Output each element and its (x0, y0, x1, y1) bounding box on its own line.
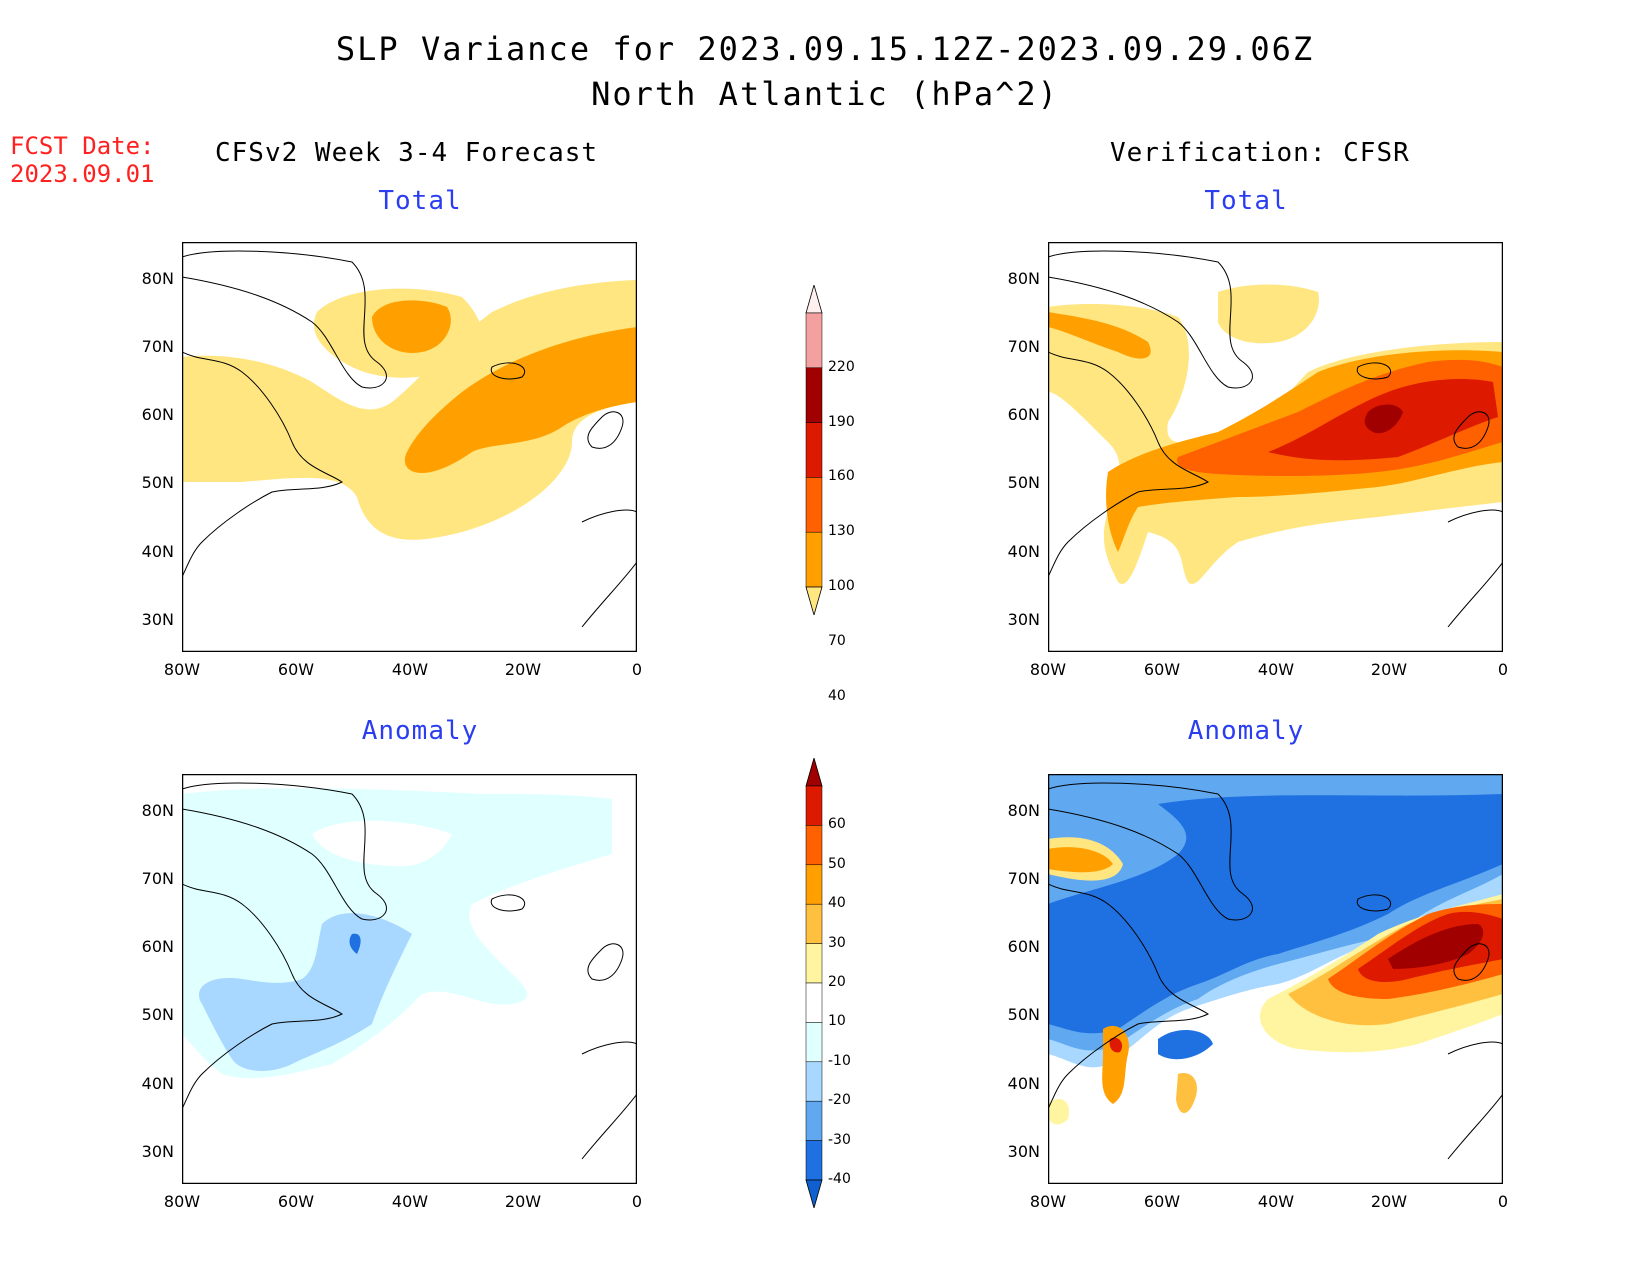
colorbar-segment (805, 982, 823, 1023)
latitude-label: 40N (141, 542, 174, 561)
colorbar-segment (805, 1022, 823, 1063)
colorbar-segment (805, 903, 823, 944)
latitude-label: 50N (141, 1005, 174, 1024)
longitude-label: 40W (1257, 660, 1295, 679)
colorbar-bottom-arrow (805, 1179, 823, 1210)
colorbar-segment (805, 477, 823, 533)
longitude-label: 60W (1143, 660, 1181, 679)
main-subtitle: North Atlantic (hPa^2) (591, 75, 1059, 113)
colorbar-top-arrow (805, 283, 823, 314)
latitude-label: 80N (141, 269, 174, 288)
verification-anomaly-map (1048, 774, 1503, 1184)
colorbar-level-label: 160 (828, 468, 855, 485)
colorbar-segment (805, 1140, 823, 1181)
colorbar-segment (805, 312, 823, 369)
latitude-label: 30N (141, 610, 174, 629)
forecast-total-map (182, 242, 637, 652)
colorbar-level-label: 70 (828, 632, 846, 649)
longitude-label: 20W (1370, 660, 1408, 679)
colorbar-level-label: 40 (828, 687, 846, 704)
longitude-label: 60W (1143, 1192, 1181, 1211)
longitude-label: 0 (1497, 1192, 1509, 1211)
colorbar-level-label: 60 (828, 816, 846, 833)
colorbar-segment (805, 367, 823, 423)
longitude-label: 80W (1029, 660, 1067, 679)
fcst-date-label: FCST Date: (10, 132, 155, 160)
latitude-label: 60N (1007, 405, 1040, 424)
latitude-label: 30N (141, 1142, 174, 1161)
latitude-label: 60N (1007, 937, 1040, 956)
latitude-label: 60N (141, 405, 174, 424)
latitude-label: 40N (1007, 542, 1040, 561)
colorbar-level-label: 10 (828, 1013, 846, 1030)
verification-total-map (1048, 242, 1503, 652)
forecast-anomaly-map (182, 774, 637, 1184)
latitude-label: 70N (1007, 337, 1040, 356)
colorbar-level-label: -20 (828, 1092, 851, 1109)
latitude-label: 70N (1007, 869, 1040, 888)
verification-anomaly-subtitle: Anomaly (1187, 716, 1305, 746)
colorbar-level-label: -10 (828, 1052, 851, 1069)
colorbar-segment (805, 864, 823, 905)
colorbar-level-label: 220 (828, 358, 855, 375)
latitude-label: 40N (141, 1074, 174, 1093)
latitude-label: 80N (1007, 801, 1040, 820)
longitude-label: 0 (631, 660, 643, 679)
colorbar-level-label: 20 (828, 974, 846, 990)
colorbar-segment (805, 422, 823, 478)
latitude-label: 50N (1007, 1005, 1040, 1024)
latitude-label: 40N (1007, 1074, 1040, 1093)
colorbar-level-label: 190 (828, 413, 855, 430)
colorbar-level-label: -30 (828, 1131, 851, 1148)
colorbar-segment (805, 1061, 823, 1102)
colorbar-level-label: -40 (828, 1171, 851, 1187)
main-title: SLP Variance for 2023.09.15.12Z-2023.09.… (335, 30, 1315, 68)
anomaly-colorbar: 60 50 40 30 20 10 -10 -20 -30 -40 (800, 756, 880, 1210)
latitude-label: 80N (1007, 269, 1040, 288)
forecast-anomaly-subtitle: Anomaly (361, 716, 479, 746)
longitude-label: 20W (504, 660, 542, 679)
colorbar-bottom-arrow (805, 586, 823, 617)
colorbar-segment (805, 531, 823, 588)
colorbar-level-label: 50 (828, 855, 846, 872)
colorbar-segment (805, 825, 823, 866)
latitude-label: 30N (1007, 610, 1040, 629)
total-colorbar: 220 190 160 130 100 70 40 (800, 283, 880, 704)
latitude-label: 70N (141, 337, 174, 356)
verification-column-title: Verification: CFSR (1110, 138, 1410, 168)
longitude-label: 60W (277, 1192, 315, 1211)
latitude-label: 50N (1007, 473, 1040, 492)
longitude-label: 60W (277, 660, 315, 679)
colorbar-top-arrow (805, 756, 823, 787)
latitude-label: 30N (1007, 1142, 1040, 1161)
longitude-label: 20W (1370, 1192, 1408, 1211)
fcst-date-value: 2023.09.01 (10, 160, 155, 188)
forecast-total-subtitle: Total (378, 186, 462, 216)
longitude-label: 40W (391, 1192, 429, 1211)
colorbar-level-label: 130 (828, 523, 855, 540)
colorbar-segment (805, 943, 823, 984)
longitude-label: 80W (1029, 1192, 1067, 1211)
colorbar-level-label: 40 (828, 895, 846, 912)
longitude-label: 40W (1257, 1192, 1295, 1211)
colorbar-segment (805, 1100, 823, 1141)
forecast-column-title: CFSv2 Week 3-4 Forecast (215, 138, 599, 168)
longitude-label: 0 (631, 1192, 643, 1211)
latitude-label: 80N (141, 801, 174, 820)
colorbar-segment (805, 785, 823, 826)
verification-total-subtitle: Total (1204, 186, 1288, 216)
longitude-label: 40W (391, 660, 429, 679)
latitude-label: 50N (141, 473, 174, 492)
longitude-label: 20W (504, 1192, 542, 1211)
longitude-label: 0 (1497, 660, 1509, 679)
latitude-label: 70N (141, 869, 174, 888)
colorbar-level-label: 30 (828, 934, 846, 951)
colorbar-level-label: 100 (828, 578, 855, 594)
longitude-label: 80W (163, 1192, 201, 1211)
longitude-label: 80W (163, 660, 201, 679)
latitude-label: 60N (141, 937, 174, 956)
